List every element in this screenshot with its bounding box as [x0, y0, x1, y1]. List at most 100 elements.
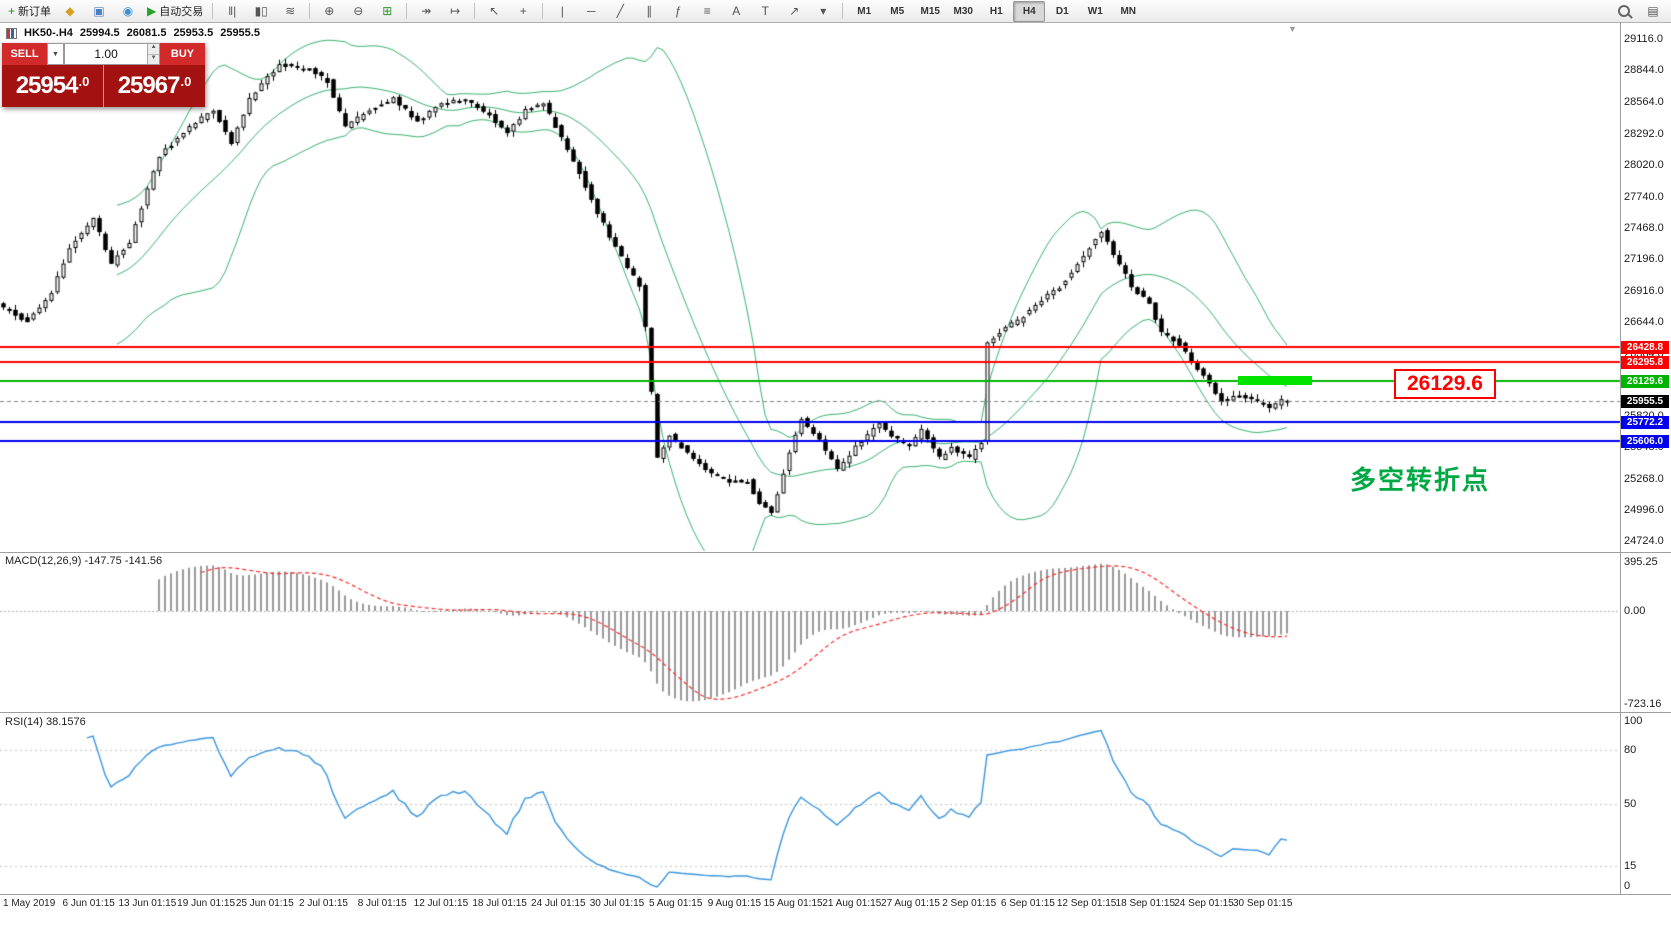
search-button[interactable] [1610, 1, 1638, 22]
new-order-icon: + [8, 4, 16, 18]
timeframe-mn-button[interactable]: MN [1120, 5, 1137, 17]
timeframe-m5-button[interactable]: M5 [890, 5, 905, 17]
horizontal-line-icon: ─ [586, 4, 596, 18]
time-axis[interactable]: 1 May 2019 6 Jun 01:15 13 Jun 01:15 19 Jun … [0, 894, 1671, 922]
green-highlight-bar[interactable] [1238, 376, 1312, 385]
price-axis-tick: 24996.0 [1624, 504, 1664, 516]
time-axis-tick: 12 Jul 01:15 [413, 898, 469, 909]
autotrading-button[interactable]: ▶ 自动交易 [143, 1, 207, 22]
crosshair-button[interactable]: + [509, 1, 537, 22]
time-axis-tick: 30 Sep 01:15 [1232, 898, 1293, 909]
price-callout-label[interactable]: 26129.6 [1394, 369, 1496, 399]
fibonacci-icon: ƒ [674, 4, 682, 18]
channel-button[interactable]: ∥ [635, 1, 663, 22]
timeframe-h4-button[interactable]: H4 [1013, 0, 1046, 22]
lot-size-input[interactable] [65, 44, 148, 64]
pane-separator-rsi[interactable] [0, 712, 1671, 713]
search-icon [1618, 5, 1630, 17]
time-axis-tick: 8 Jul 01:15 [357, 898, 407, 909]
profiles-button[interactable]: ▣ [85, 1, 113, 22]
price-axis-border [1620, 23, 1621, 894]
price-axis-tick: 24724.0 [1624, 535, 1664, 547]
chart-shift-button[interactable]: ↦ [441, 1, 469, 22]
time-axis-tick: 25 Jun 01:15 [235, 898, 294, 909]
pane-separator-macd[interactable] [0, 552, 1671, 553]
cursor-icon: ↖ [489, 4, 500, 18]
timeframe-m15-button[interactable]: M15 [920, 5, 940, 17]
time-axis-tick: 6 Jun 01:15 [62, 898, 115, 909]
objects-list-button[interactable]: ≡ [693, 1, 721, 22]
cursor-button[interactable]: ↖ [480, 1, 508, 22]
timeframe-m1-button[interactable]: M1 [857, 5, 872, 17]
line-chart-button[interactable]: ≋ [276, 1, 304, 22]
trade-panel-controls: SELL ▼ ▲ ▼ BUY [2, 43, 205, 65]
grid-button[interactable]: ⊞ [373, 1, 401, 22]
zoom-in-button[interactable]: ⊕ [315, 1, 343, 22]
candles-chart-button[interactable]: ▮▯ [247, 1, 275, 22]
horizontal-line-button[interactable]: ─ [577, 1, 605, 22]
chart-window-button[interactable]: ◆ [56, 1, 84, 22]
refresh-button[interactable]: ◉ [114, 1, 142, 22]
new-order-button[interactable]: + 新订单 [4, 1, 55, 22]
price-axis-tick: 28844.0 [1624, 64, 1664, 76]
trendline-icon: ╱ [616, 4, 624, 18]
popout-button[interactable]: ▤ [1639, 1, 1667, 22]
time-axis-tick: 12 Sep 01:15 [1056, 898, 1117, 909]
buy-price-frac: .0 [180, 74, 192, 89]
lot-steppers: ▲ ▼ [147, 44, 159, 64]
lot-decrease-button[interactable]: ▼ [148, 53, 159, 64]
chart-shift-icon: ↦ [450, 4, 461, 18]
turning-point-note[interactable]: 多空转折点 [1350, 465, 1491, 495]
timeframe-d1-button[interactable]: D1 [1055, 5, 1069, 17]
arrows-icon: ↗ [789, 4, 800, 18]
time-axis-tick: 30 Jul 01:15 [589, 898, 645, 909]
more-tools-button[interactable]: ▾ [809, 1, 837, 22]
time-axis-tick: 27 Aug 01:15 [881, 898, 940, 909]
price-axis-tick: 25268.0 [1624, 473, 1664, 485]
text-label-button[interactable]: T [751, 1, 779, 22]
trendline-button[interactable]: ╱ [606, 1, 634, 22]
time-axis-tick: 13 Jun 01:15 [118, 898, 177, 909]
price-axis[interactable]: 29116.0 28844.0 28564.0 28292.0 28020.0 27740… [1621, 23, 1671, 894]
crosshair-icon: + [519, 4, 527, 18]
arrows-button[interactable]: ↗ [780, 1, 808, 22]
chart-shift-marker-icon: ▼ [1288, 24, 1297, 34]
buy-price-main: 25967 [117, 72, 181, 99]
toolbar-separator [542, 3, 544, 19]
bars-chart-button[interactable]: ‖| [218, 1, 246, 22]
buy-button[interactable]: BUY [160, 43, 205, 65]
sell-price-display[interactable]: 25954 .0 [2, 65, 104, 107]
timeframe-h1-button[interactable]: H1 [989, 5, 1003, 17]
ohlc-open: 25994.5 [79, 27, 120, 39]
current-price-label: 25955.5 [1621, 395, 1669, 408]
macd-indicator-label: MACD(12,26,9) -147.75 -141.56 [5, 555, 163, 567]
lot-increase-button[interactable]: ▲ [148, 44, 159, 54]
auto-scroll-button[interactable]: ↠ [412, 1, 440, 22]
time-axis-tick: 9 Aug 01:15 [707, 898, 762, 909]
vertical-line-button[interactable]: | [548, 1, 576, 22]
rsi-axis-tick: 0 [1624, 880, 1631, 892]
objects-list-icon: ≡ [703, 4, 711, 18]
zoom-out-button[interactable]: ⊖ [344, 1, 372, 22]
text-button[interactable]: A [722, 1, 750, 22]
price-axis-tick: 29116.0 [1624, 33, 1663, 45]
timeframe-w1-button[interactable]: W1 [1087, 5, 1103, 17]
order-type-dropdown[interactable]: ▼ [47, 43, 64, 65]
buy-price-display[interactable]: 25967 .0 [104, 65, 205, 107]
toolbar-separator [406, 3, 408, 19]
autotrading-icon: ▶ [147, 4, 157, 18]
line-chart-icon: ≋ [285, 4, 296, 18]
time-axis-tick: 2 Sep 01:15 [942, 898, 997, 909]
time-axis-tick: 1 May 2019 [3, 898, 56, 909]
time-axis-tick: 24 Jul 01:15 [531, 898, 586, 909]
rsi-axis-tick: 80 [1624, 744, 1637, 756]
timeframe-m30-button[interactable]: M30 [953, 5, 973, 17]
one-click-trade-panel: SELL ▼ ▲ ▼ BUY 25954 .0 25967 .0 [2, 43, 205, 107]
sell-button[interactable]: SELL [2, 43, 47, 65]
rsi-axis-tick: 100 [1624, 715, 1643, 727]
price-axis-tick: 26916.0 [1624, 285, 1664, 297]
rsi-axis-tick: 15 [1624, 860, 1637, 872]
fibonacci-button[interactable]: ƒ [664, 1, 692, 22]
candles-chart-icon: ▮▯ [254, 4, 268, 18]
